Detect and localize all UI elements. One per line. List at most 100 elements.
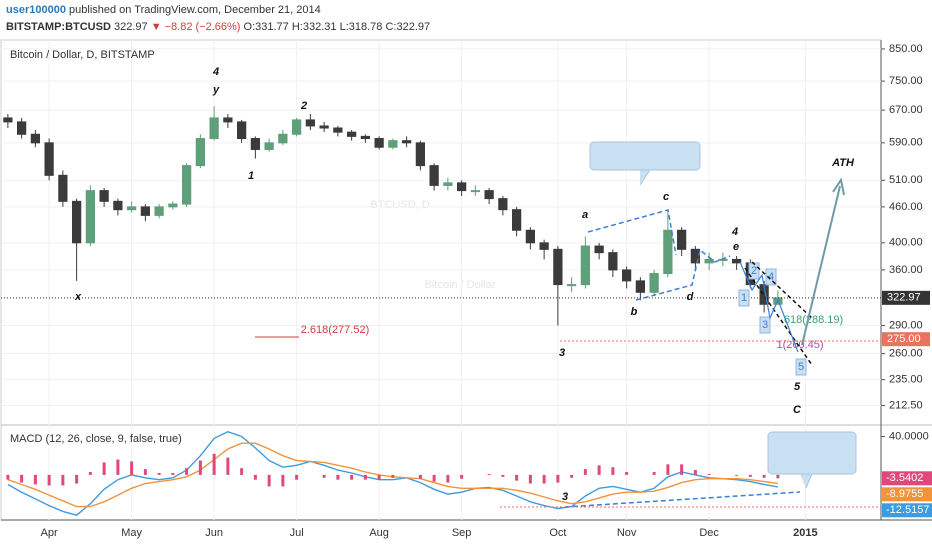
x-tick-label: Oct bbox=[549, 527, 566, 539]
callout-tail bbox=[800, 473, 813, 489]
candle-body bbox=[85, 190, 95, 244]
histogram-bar bbox=[116, 459, 120, 475]
wave-box bbox=[738, 289, 750, 307]
candle-body bbox=[567, 284, 577, 287]
candle-body bbox=[594, 245, 604, 254]
channel-line bbox=[744, 267, 813, 366]
user[interactable]: user100000 bbox=[6, 4, 66, 16]
x-tick-label: Jun bbox=[205, 527, 223, 539]
x-tick-label: Dec bbox=[699, 527, 719, 539]
histogram-bar bbox=[570, 474, 574, 478]
histogram-bar bbox=[20, 474, 24, 483]
watermark: BTCUSD, D bbox=[370, 199, 429, 211]
histogram-bar bbox=[322, 474, 326, 478]
x-tick-label: Aug bbox=[369, 527, 389, 539]
annotation: x bbox=[74, 291, 82, 303]
candle-body bbox=[223, 117, 233, 123]
annotation: 1 bbox=[248, 170, 254, 182]
y-tick-label: 510.00 bbox=[889, 174, 923, 186]
candle-body bbox=[113, 200, 123, 211]
candle-body bbox=[58, 174, 68, 202]
histogram-bar bbox=[680, 464, 684, 475]
candle-body bbox=[3, 117, 13, 123]
histogram-bar bbox=[6, 474, 10, 480]
candle-body bbox=[347, 131, 357, 137]
candle-body bbox=[388, 140, 398, 148]
histogram-bar bbox=[652, 472, 656, 475]
histogram-bar bbox=[143, 469, 147, 475]
histogram-bar bbox=[432, 474, 436, 482]
annotation: C bbox=[793, 404, 802, 416]
candle-body bbox=[374, 138, 384, 148]
wave-box bbox=[759, 316, 771, 334]
histogram-bar bbox=[583, 469, 587, 475]
value-box bbox=[882, 503, 932, 518]
histogram-bar bbox=[611, 467, 615, 475]
candle-body bbox=[333, 127, 343, 133]
candle-body bbox=[622, 269, 632, 282]
histogram-bar bbox=[226, 457, 230, 475]
x-tick-label: 2015 bbox=[793, 527, 817, 539]
histogram-bar bbox=[75, 474, 79, 484]
histogram-bar bbox=[515, 474, 519, 481]
histogram-bar bbox=[735, 474, 739, 476]
ath-arrow-head bbox=[832, 177, 845, 196]
histogram-bar bbox=[198, 460, 202, 475]
histogram-bar bbox=[88, 472, 92, 475]
candle-body bbox=[457, 182, 467, 192]
histogram-bar bbox=[460, 474, 464, 479]
x-tick-label: Jul bbox=[290, 527, 304, 539]
y-tick-label: 235.00 bbox=[889, 374, 923, 386]
candle-body bbox=[140, 206, 150, 216]
histogram-bar bbox=[363, 474, 367, 480]
candle-body bbox=[44, 142, 54, 176]
histogram-bar bbox=[556, 474, 560, 483]
candle-body bbox=[278, 133, 288, 144]
watermark: Bitcoin / Dollar bbox=[425, 279, 496, 291]
ath-arrow bbox=[801, 185, 841, 346]
y-tick-label: 460.00 bbox=[889, 201, 923, 213]
annotation: 3 bbox=[762, 319, 768, 331]
histogram-bar bbox=[171, 472, 175, 475]
candle-body bbox=[498, 198, 508, 211]
wave-box bbox=[795, 358, 807, 376]
annotation: 5 bbox=[794, 381, 801, 393]
candle-body bbox=[512, 209, 522, 231]
y-tick-label: 360.00 bbox=[889, 264, 923, 276]
macd-line bbox=[7, 430, 779, 516]
histogram-bar bbox=[418, 474, 422, 479]
candle-body bbox=[608, 252, 618, 271]
candle-body bbox=[30, 133, 40, 144]
candle-body bbox=[182, 165, 192, 205]
histogram-bar bbox=[501, 474, 505, 477]
candle-body bbox=[127, 206, 137, 211]
candle-body bbox=[525, 229, 535, 244]
histogram-bar bbox=[281, 474, 285, 487]
histogram-bar bbox=[597, 465, 601, 475]
histogram-bar bbox=[157, 472, 161, 475]
candle-body bbox=[649, 273, 659, 293]
histogram-bar bbox=[267, 474, 271, 487]
wave-box bbox=[765, 268, 777, 286]
y-tick-label: 290.00 bbox=[889, 319, 923, 331]
histogram-bar bbox=[212, 453, 216, 475]
pane-title: MACD (12, 26, close, 9, false, true) bbox=[10, 433, 182, 445]
last-price-box bbox=[882, 290, 930, 305]
y-tick-label: 260.00 bbox=[889, 348, 923, 360]
x-tick-label: Apr bbox=[41, 527, 58, 539]
candle-body bbox=[635, 280, 645, 293]
price-line-label: 275.00 bbox=[887, 333, 921, 345]
candle-body bbox=[539, 242, 549, 250]
histogram-bar bbox=[295, 474, 299, 480]
callout-tail bbox=[639, 169, 651, 186]
histogram-bar bbox=[693, 470, 697, 475]
candle-body bbox=[429, 165, 439, 186]
macd-trend bbox=[564, 491, 801, 508]
histogram-bar bbox=[185, 468, 189, 475]
histogram-bar bbox=[707, 473, 711, 475]
triangle-upper bbox=[587, 209, 677, 256]
low: L:318.78 bbox=[340, 21, 383, 33]
annotation: 4 bbox=[768, 271, 774, 283]
histogram-bar bbox=[762, 474, 766, 478]
